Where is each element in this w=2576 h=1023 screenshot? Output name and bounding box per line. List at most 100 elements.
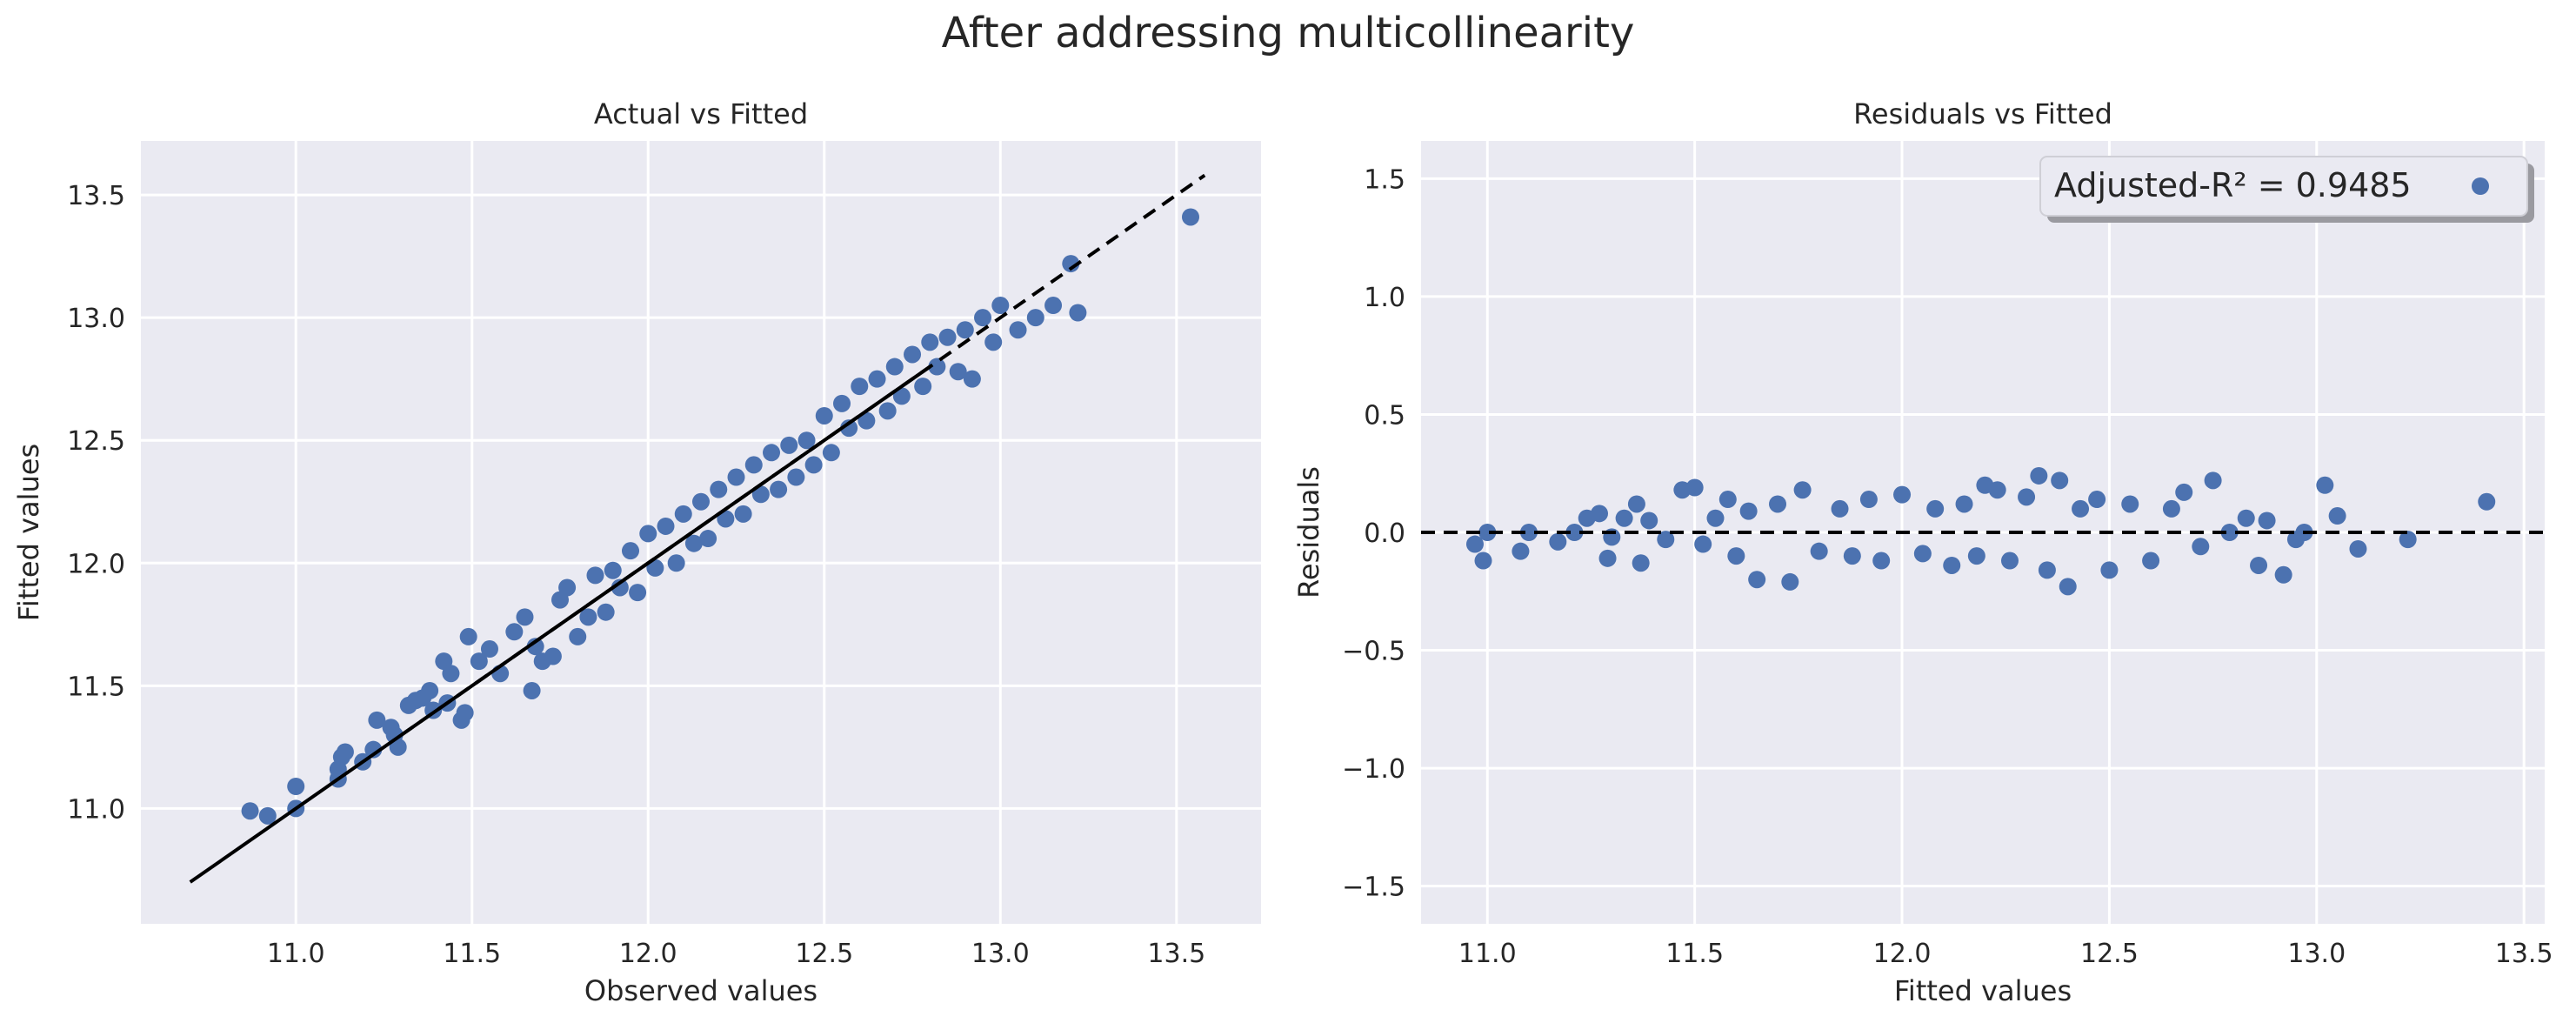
scatter-point [1026,309,1044,327]
scatter-point [646,558,664,577]
scatter-point [840,419,858,438]
x-tick-label: 13.5 [2495,939,2553,969]
scatter-point [1591,505,1609,523]
legend-label: Adjusted-R² = 0.9485 [2054,166,2412,204]
scatter-point [558,578,577,597]
y-tick-label: 12.0 [67,549,125,579]
scatter-point [2349,539,2367,558]
scatter-point [611,578,629,597]
scatter-point [1769,495,1787,513]
panel-residuals-vs-fitted: 11.0 11.5 12.0 12.5 13.0 13.5 −1.5 −1.0 −0.5 0.0… [1292,97,2553,1007]
scatter-point [1565,524,1584,541]
scatter-point [2018,488,2036,506]
scatter-point [2059,578,2077,596]
x-tick-label: 11.0 [267,939,325,969]
scatter-point [1549,532,1567,551]
scatter-point [2088,491,2106,509]
scatter-point [1044,297,1063,315]
plot-area-actual-vs-fitted [141,141,1261,924]
y-axis-label-actual-vs-fitted: Fitted values [12,444,45,621]
identity-line-dashed [400,173,1206,737]
scatter-point [892,387,911,405]
scatter-point [797,431,816,450]
scatter-point [505,623,524,641]
scatter-point [1657,531,1675,549]
scatter-point [2399,531,2417,549]
scatter-point [984,333,1003,351]
x-tick-label: 11.5 [1665,939,1724,969]
scatter-point [1913,545,1932,563]
scatter-point [692,492,710,511]
scatter-point [1831,499,1849,518]
scatter-point [1009,321,1027,339]
scatter-point [2316,476,2334,494]
scatter-point [523,681,541,699]
scatter-point [2142,552,2160,570]
scatter-point [1926,499,1945,518]
scatter-point [885,358,904,376]
scatter-point [389,738,407,756]
y-tick-label: 13.0 [67,304,125,334]
x-tick-labels-actual-vs-fitted: 11.0 11.5 12.0 12.5 13.0 13.5 [267,939,1205,969]
scatter-point [1685,478,1704,497]
scatter-point [639,525,657,543]
scatter-point [1943,556,1961,574]
x-axis-label-actual-vs-fitted: Observed values [584,974,818,1007]
scatter-point [710,480,728,498]
x-tick-label: 13.5 [1147,939,1205,969]
scatter-point [727,468,745,486]
scatter-point [579,608,597,626]
scatter-point [822,444,840,462]
scatter-point [336,743,354,761]
scatter-point [744,456,763,474]
scatter-point [2030,466,2048,485]
scatter-point [287,778,305,796]
scatter-point [1632,554,1650,572]
scatter-point [2100,561,2119,579]
scatter-point [1955,495,1973,513]
scatter-point [2175,483,2193,501]
scatter-point [657,517,675,535]
scatter-point [949,363,967,381]
y-axis-label-residuals-vs-fitted: Residuals [1292,466,1325,598]
x-tick-labels-residuals-vs-fitted: 11.0 11.5 12.0 12.5 13.0 13.5 [1458,939,2553,969]
scatter-point [1598,549,1617,567]
scatter-point [963,370,981,388]
legend: Adjusted-R² = 0.9485 [2039,156,2534,223]
y-tick-label: −1.0 [1342,754,1405,785]
scatter-point [604,561,622,579]
scatter-point [241,802,259,820]
scatter-point [1062,255,1080,273]
scatter-point [1519,524,1538,541]
scatter-point [459,627,477,645]
scatter-point [1739,502,1758,520]
scatter-point [699,530,717,548]
scatter-point [258,806,277,825]
scatter-point [1748,571,1766,589]
scatter-point [629,584,647,602]
scatter-point [763,444,781,462]
scatter-point [921,333,939,351]
scatter-point [1694,535,1712,553]
scatter-point [2192,538,2210,556]
scatter-point [442,665,460,683]
scatter-point [621,542,639,560]
scatter-point [904,345,922,364]
scatter-point [1893,485,1912,504]
scatter-point [2072,499,2090,518]
scatter-point [938,328,957,346]
scatter-point [804,456,823,474]
y-tick-label: 0.5 [1364,400,1405,431]
scatter-point [2250,556,2268,574]
scatter-point [526,638,544,656]
scatter-point [674,505,692,523]
scatter-point [1859,491,1878,509]
scatter-point [991,297,1010,315]
scatter-point [974,309,992,327]
scatter-point [368,711,386,729]
y-tick-label: 11.0 [67,794,125,825]
y-tick-label: 11.5 [67,672,125,702]
scatter-point [456,704,474,722]
scatter-point [1706,509,1725,527]
